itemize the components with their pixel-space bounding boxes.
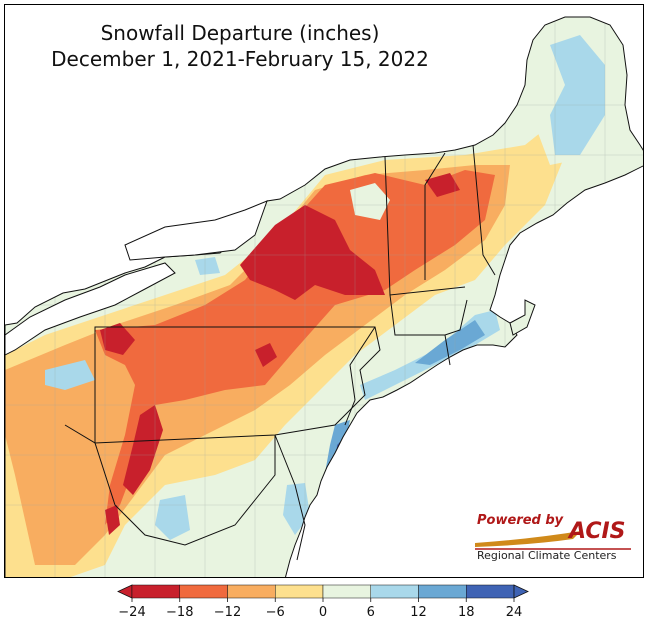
colorbar-above-arrow bbox=[513, 584, 529, 599]
colorbar-bin bbox=[322, 584, 371, 599]
logo-regional-climate-centers: Regional Climate Centers bbox=[477, 549, 617, 562]
colorbar-bin bbox=[466, 584, 515, 599]
snowfall-departure-map bbox=[5, 5, 643, 577]
map-title: Snowfall Departure (inches) bbox=[100, 21, 380, 45]
logo-powered-by: Powered by bbox=[477, 513, 564, 528]
colorbar-bin bbox=[131, 584, 180, 599]
colorbar-tick-label: 0 bbox=[319, 605, 327, 620]
colorbar-bin bbox=[370, 584, 419, 599]
colorbar-bin bbox=[418, 584, 467, 599]
logo-swoosh-icon bbox=[475, 531, 631, 550]
colorbar-tick-label: −12 bbox=[214, 605, 241, 620]
map-subtitle: December 1, 2021-February 15, 2022 bbox=[51, 47, 429, 71]
acis-logo: Powered by ACIS Regional Climate Centers bbox=[471, 509, 641, 569]
colorbar-tick-label: 24 bbox=[506, 605, 523, 620]
colorbar-bin bbox=[179, 584, 228, 599]
colorbar-tick-label: 18 bbox=[458, 605, 475, 620]
lake-erie bbox=[5, 262, 176, 356]
map-frame: Snowfall Departure (inches) December 1, … bbox=[4, 4, 644, 578]
colorbar-ticks: −24 −18 −12 −6 0 6 12 18 24 bbox=[118, 598, 522, 620]
logo-acis-text: ACIS bbox=[569, 519, 626, 544]
colorbar-bin bbox=[275, 584, 324, 599]
colorbar-tick-label: 6 bbox=[367, 605, 375, 620]
colorbar-tick-label: −18 bbox=[166, 605, 193, 620]
colorbar-tick-label: −6 bbox=[266, 605, 285, 620]
colorbar-bin bbox=[227, 584, 276, 599]
state-borders bbox=[5, 16, 643, 577]
colorbar-below-arrow bbox=[117, 584, 133, 599]
lake-ontario bbox=[124, 200, 268, 261]
colorbar-bins bbox=[117, 584, 529, 599]
colorbar-legend: −24 −18 −12 −6 0 6 12 18 24 bbox=[117, 584, 529, 620]
colorbar-tick-label: 12 bbox=[410, 605, 427, 620]
colorbar-tick-label: −24 bbox=[118, 605, 145, 620]
cape-cod bbox=[509, 299, 536, 336]
